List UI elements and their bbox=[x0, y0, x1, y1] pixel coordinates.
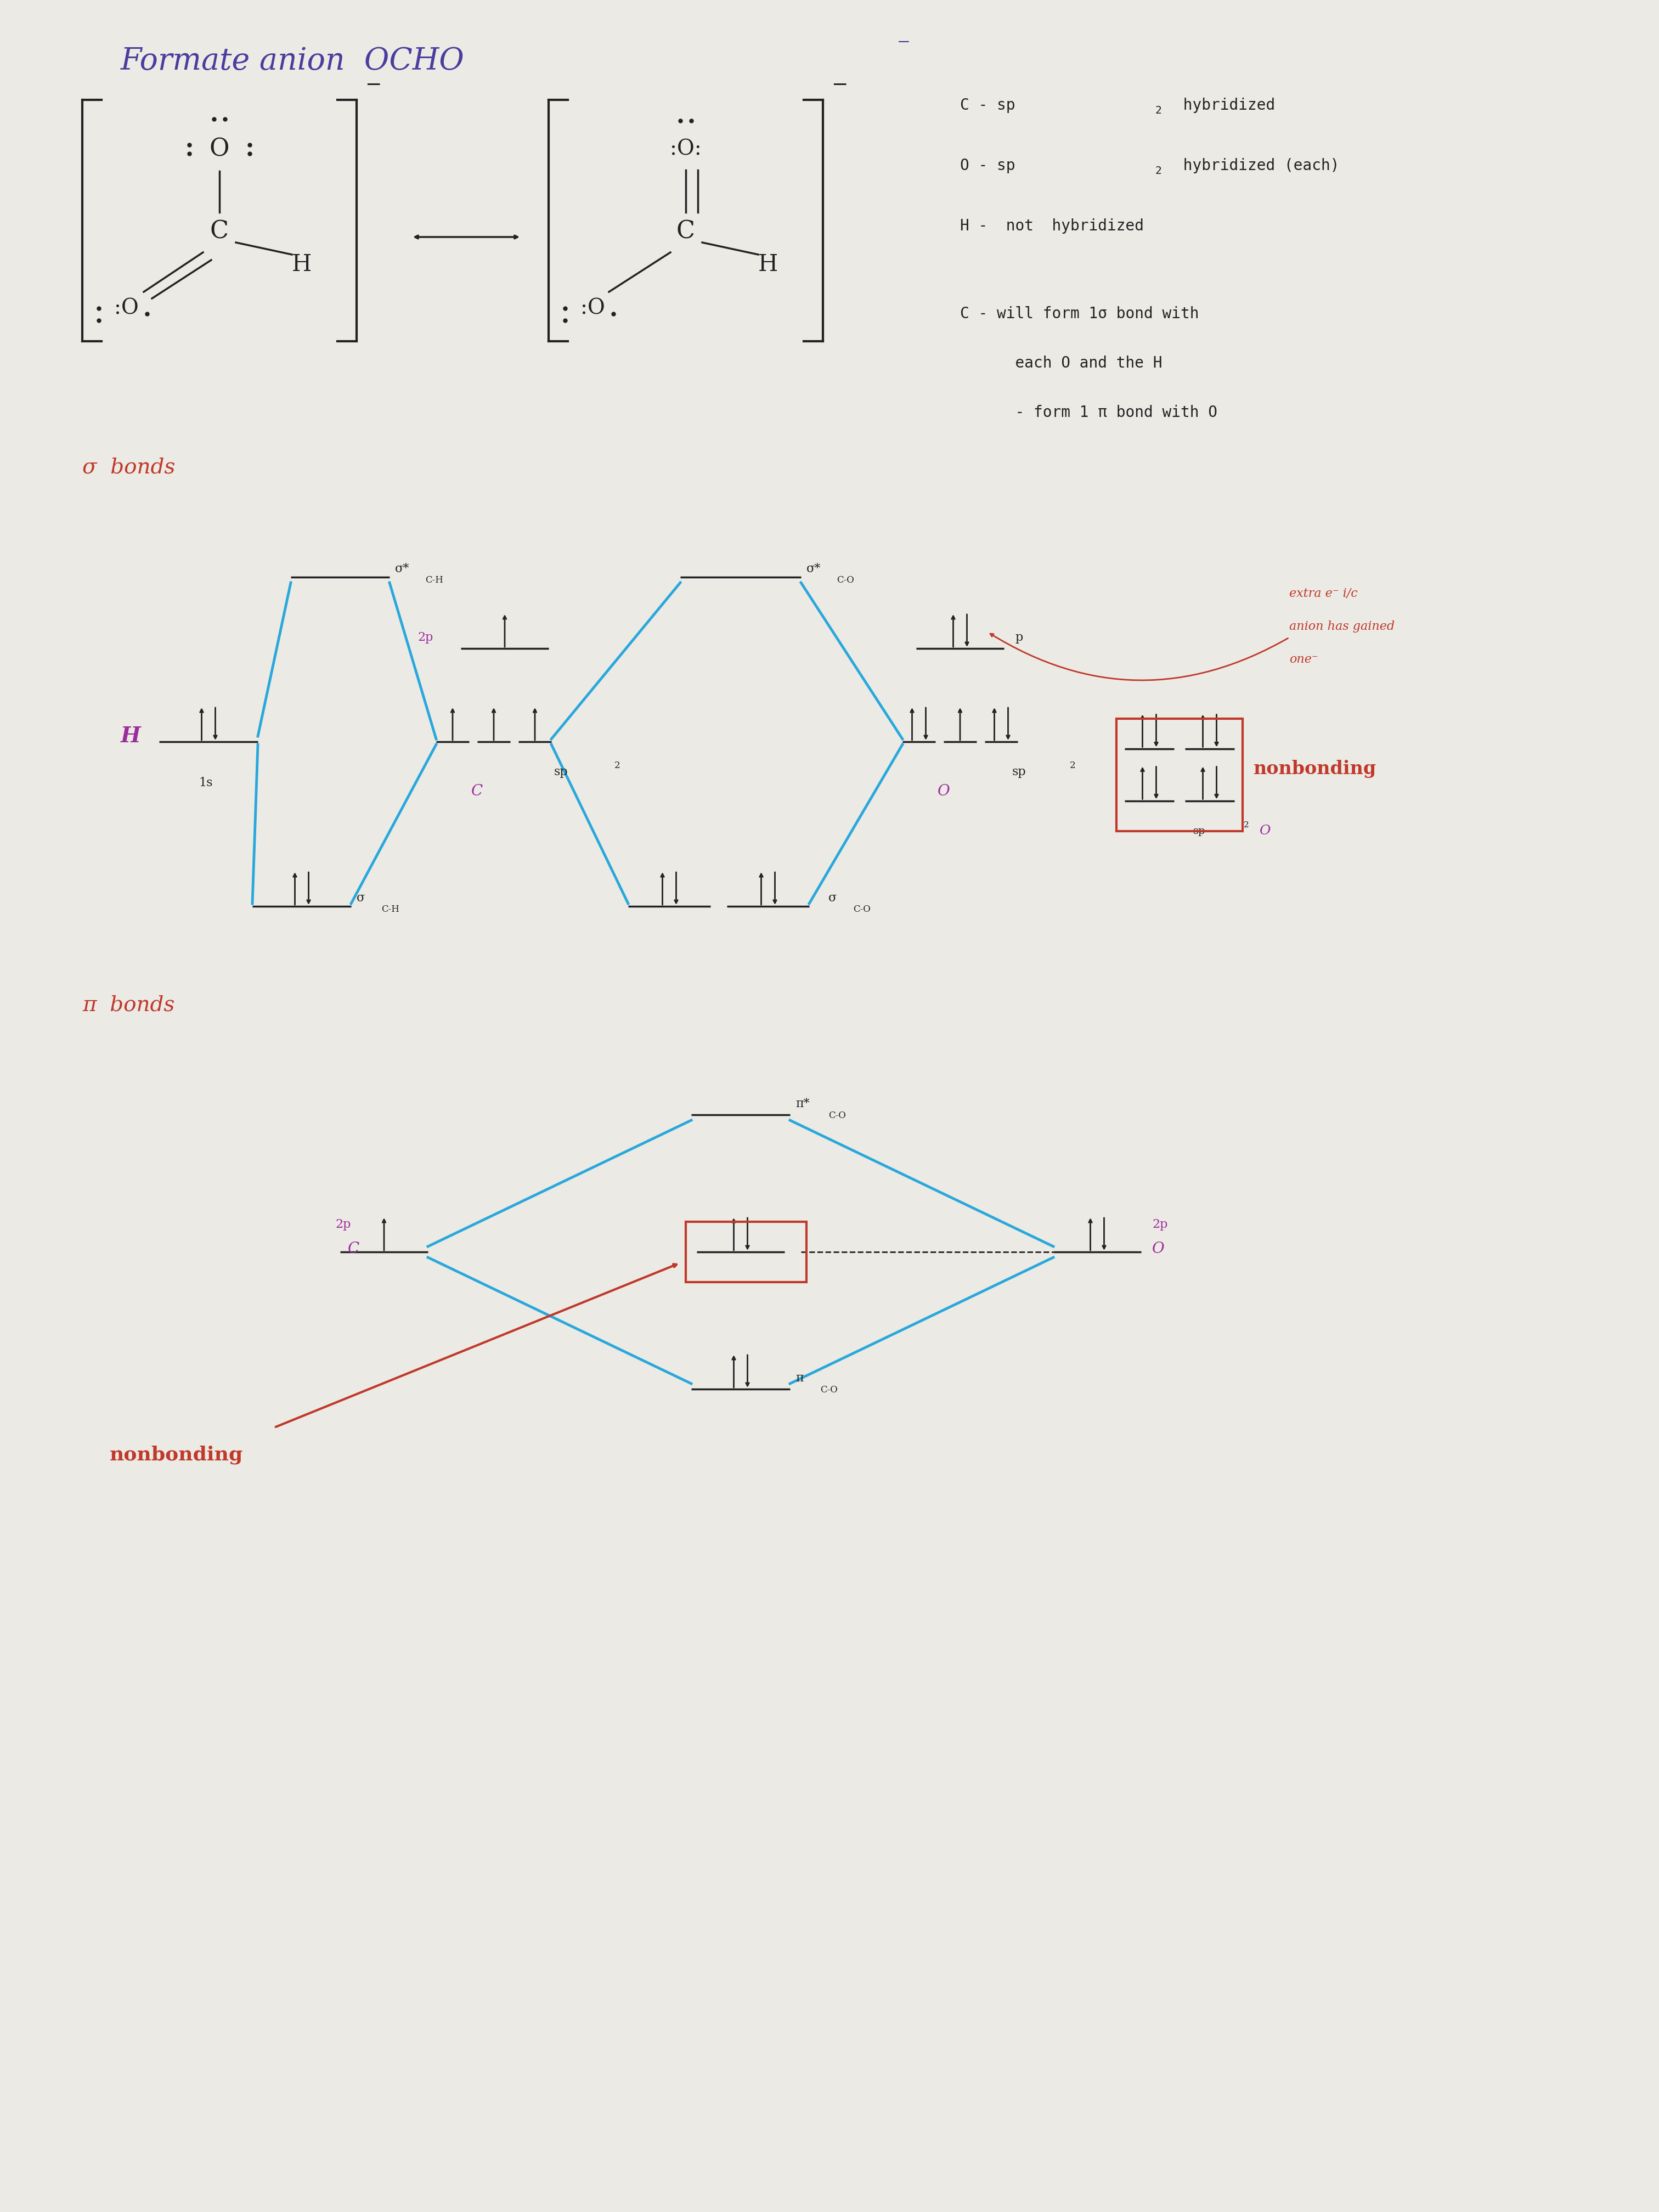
Text: C - will form 1σ bond with: C - will form 1σ bond with bbox=[961, 305, 1199, 321]
Text: C-H: C-H bbox=[382, 905, 400, 914]
Text: C-O: C-O bbox=[836, 575, 854, 584]
Text: σ: σ bbox=[357, 891, 365, 905]
Text: anion has gained: anion has gained bbox=[1289, 622, 1395, 633]
Text: 2p: 2p bbox=[335, 1219, 352, 1230]
Text: 2: 2 bbox=[1070, 761, 1075, 770]
Text: :O: :O bbox=[581, 299, 606, 319]
Text: p: p bbox=[1015, 630, 1022, 644]
Text: 2p: 2p bbox=[418, 630, 433, 644]
Text: 2p: 2p bbox=[1151, 1219, 1168, 1230]
Text: :O:: :O: bbox=[670, 139, 702, 159]
Text: 1s: 1s bbox=[199, 776, 212, 790]
Text: 2: 2 bbox=[1155, 106, 1161, 115]
Text: H -  not  hybridized: H - not hybridized bbox=[961, 219, 1143, 234]
Text: 2: 2 bbox=[1155, 166, 1161, 177]
Text: 2: 2 bbox=[1244, 821, 1249, 830]
Bar bbox=[1117, 719, 1243, 832]
Text: sp: sp bbox=[1193, 825, 1206, 836]
Text: O: O bbox=[1259, 825, 1271, 836]
Text: O: O bbox=[937, 783, 951, 799]
Text: C - sp: C - sp bbox=[961, 97, 1015, 113]
Bar bbox=[685, 1221, 806, 1283]
Text: C-H: C-H bbox=[425, 575, 443, 584]
Text: - form 1 π bond with O: - form 1 π bond with O bbox=[961, 405, 1218, 420]
Text: π*: π* bbox=[795, 1097, 810, 1110]
Text: O: O bbox=[209, 137, 229, 161]
Text: C: C bbox=[471, 783, 483, 799]
Text: σ: σ bbox=[828, 891, 836, 905]
Text: C: C bbox=[348, 1241, 360, 1256]
Text: :O: :O bbox=[114, 299, 138, 319]
Text: hybridized (each): hybridized (each) bbox=[1175, 157, 1339, 173]
Text: π  bonds: π bonds bbox=[83, 995, 174, 1015]
Text: nonbonding: nonbonding bbox=[1254, 761, 1377, 779]
Text: Formate anion  OCHO: Formate anion OCHO bbox=[121, 46, 465, 77]
Text: σ  bonds: σ bonds bbox=[83, 458, 176, 478]
Text: one⁻: one⁻ bbox=[1289, 653, 1319, 666]
Text: σ*: σ* bbox=[395, 562, 410, 575]
Text: C: C bbox=[677, 219, 695, 243]
Text: C-O: C-O bbox=[828, 1110, 846, 1121]
Text: sp: sp bbox=[1012, 765, 1027, 779]
Text: sp: sp bbox=[554, 765, 567, 779]
Text: H: H bbox=[758, 252, 778, 276]
Text: −: − bbox=[365, 75, 382, 95]
Text: 2: 2 bbox=[614, 761, 620, 770]
Text: π: π bbox=[795, 1371, 803, 1385]
Text: H: H bbox=[121, 726, 141, 748]
Text: ⁻: ⁻ bbox=[898, 35, 911, 60]
Text: nonbonding: nonbonding bbox=[109, 1444, 244, 1464]
Text: −: − bbox=[831, 75, 848, 95]
Text: C-O: C-O bbox=[853, 905, 871, 914]
Text: C-O: C-O bbox=[820, 1385, 838, 1396]
Text: C: C bbox=[211, 219, 229, 243]
Text: O: O bbox=[1151, 1241, 1165, 1256]
Text: each O and the H: each O and the H bbox=[961, 356, 1163, 372]
Text: extra e⁻ i/c: extra e⁻ i/c bbox=[1289, 588, 1357, 599]
Text: O - sp: O - sp bbox=[961, 157, 1015, 173]
Text: hybridized: hybridized bbox=[1175, 97, 1276, 113]
Text: σ*: σ* bbox=[806, 562, 821, 575]
Text: H: H bbox=[292, 252, 312, 276]
